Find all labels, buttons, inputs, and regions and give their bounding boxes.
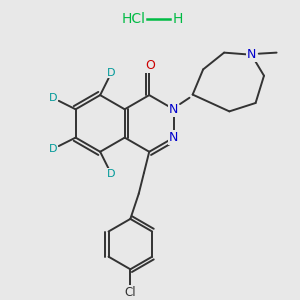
Text: H: H (172, 11, 183, 26)
Text: N: N (169, 103, 178, 116)
Text: D: D (49, 93, 57, 103)
Text: D: D (107, 169, 116, 179)
Text: Cl: Cl (124, 286, 136, 299)
Text: O: O (145, 59, 155, 72)
Text: N: N (169, 131, 178, 144)
Text: HCl: HCl (121, 11, 145, 26)
Text: D: D (49, 144, 57, 154)
Text: D: D (107, 68, 116, 78)
Text: N: N (247, 48, 256, 61)
